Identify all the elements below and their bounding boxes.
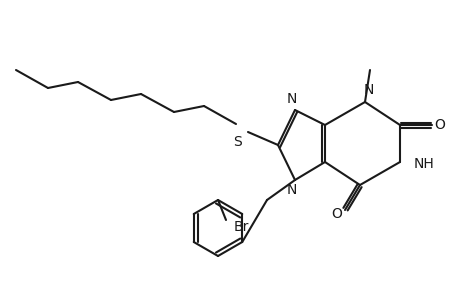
Text: O: O bbox=[434, 118, 444, 132]
Text: N: N bbox=[363, 83, 373, 97]
Text: NH: NH bbox=[413, 157, 434, 171]
Text: Br: Br bbox=[234, 220, 249, 234]
Text: N: N bbox=[286, 183, 297, 197]
Text: S: S bbox=[233, 135, 242, 149]
Text: O: O bbox=[331, 207, 341, 221]
Text: N: N bbox=[286, 92, 297, 106]
